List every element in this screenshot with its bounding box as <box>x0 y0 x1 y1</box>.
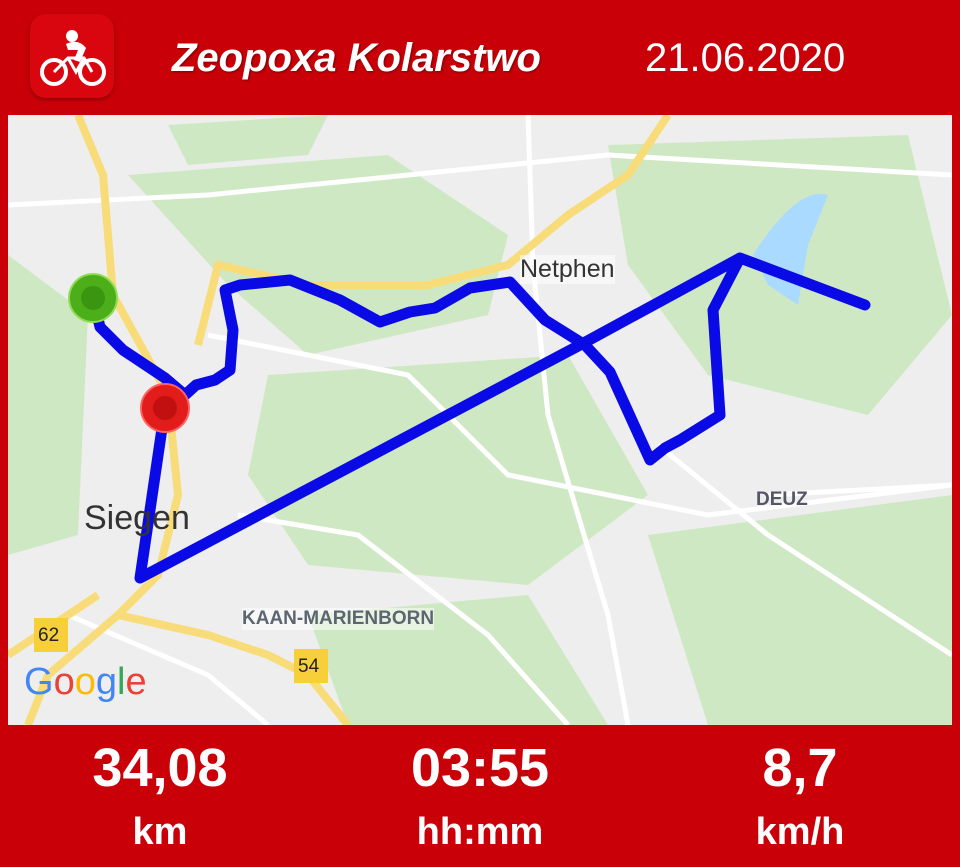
google-logo: Google <box>24 661 147 703</box>
lake <box>753 193 828 305</box>
route-map[interactable]: Netphen Siegen DEUZ KAAN-MARIENBORN 62 5… <box>8 115 952 725</box>
ride-date: 21.06.2020 <box>645 36 846 80</box>
place-label-deuz: DEUZ <box>756 489 808 510</box>
place-label-kaan-marienborn: KAAN-MARIENBORN <box>242 608 435 630</box>
app-header: Zeopoxa Kolarstwo 21.06.2020 <box>0 0 960 115</box>
place-label-siegen: Siegen <box>84 499 190 537</box>
road-shield-62 <box>34 618 68 652</box>
speed-unit: km/h <box>755 811 845 853</box>
duration-unit: hh:mm <box>416 811 544 853</box>
place-label-netphen: Netphen <box>520 255 615 284</box>
app-title: Zeopoxa Kolarstwo <box>172 36 541 80</box>
distance-unit: km <box>132 811 188 853</box>
distance-value: 34,08 <box>92 738 228 798</box>
road-shield-label-62: 62 <box>38 625 60 646</box>
route-path <box>87 252 871 584</box>
ride-stats: 34,08 km 03:55 hh:mm 8,7 km/h <box>0 725 960 867</box>
speed-value: 8,7 <box>762 738 838 798</box>
road-shield-54 <box>294 649 328 683</box>
speed-stat: 8,7 km/h <box>650 733 950 861</box>
road-shield-label-54: 54 <box>298 656 320 677</box>
distance-stat: 34,08 km <box>10 733 310 861</box>
minor-roads <box>8 115 952 725</box>
major-roads <box>8 115 672 725</box>
duration-value: 03:55 <box>410 738 550 798</box>
cyclist-icon <box>30 14 114 98</box>
duration-stat: 03:55 hh:mm <box>330 733 630 861</box>
